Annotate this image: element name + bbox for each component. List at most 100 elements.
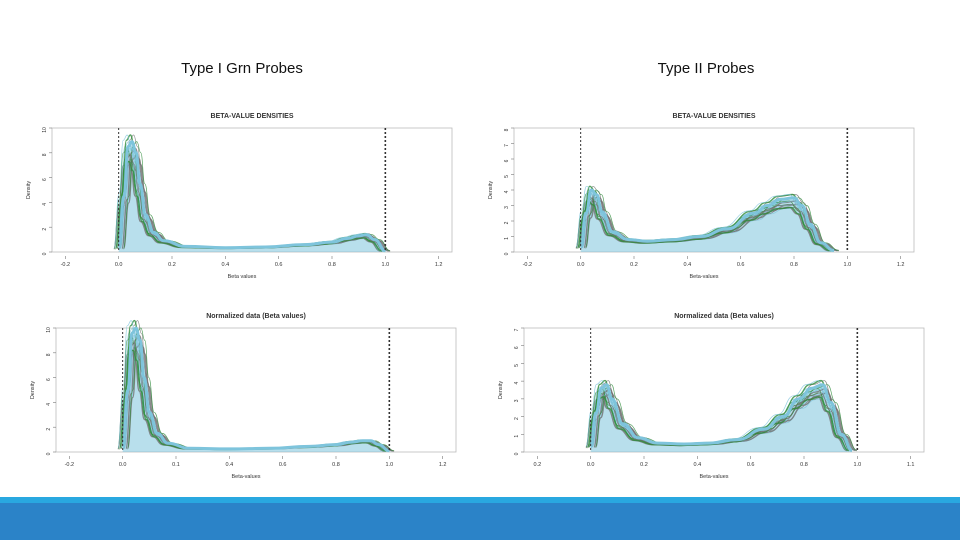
y-tick-label: 8	[42, 153, 48, 156]
y-tick-label: 6	[514, 346, 520, 349]
x-tick-label: -0.2	[61, 262, 70, 268]
y-tick-label: 3	[504, 206, 510, 209]
x-tick-label: 0.4	[694, 462, 702, 468]
chart-title: BETA-VALUE DENSITIES	[211, 113, 294, 120]
density-plot-svg: Normalized data (Beta values) 0 1 2 3 4 5 6 7 0.2…	[498, 313, 925, 480]
x-tick-label: 1.0	[854, 462, 862, 468]
x-tick-label: 1.2	[897, 262, 905, 268]
density-line-main	[121, 326, 390, 453]
y-tick-label: 4	[514, 382, 520, 385]
y-tick-label: 10	[42, 127, 48, 133]
chart-title: Normalized data (Beta values)	[674, 313, 774, 320]
chart-title: BETA-VALUE DENSITIES	[673, 113, 756, 120]
density-line-sample	[120, 319, 388, 452]
x-tick-label: 0.2	[630, 262, 638, 268]
x-tick-label: 0.0	[587, 462, 595, 468]
density-line-main	[589, 383, 853, 452]
density-plot-svg: Normalized data (Beta values) 0 2 4 6 8 10 -0.2…	[30, 313, 457, 480]
x-tick-label: 0.6	[275, 262, 283, 268]
y-tick-label: 0	[514, 452, 520, 455]
density-area	[118, 141, 386, 252]
y-tick-label: 1	[504, 237, 510, 240]
x-tick-label: 1.2	[435, 262, 443, 268]
y-tick-label: 0	[42, 252, 48, 255]
y-tick-label: 2	[42, 228, 48, 231]
x-axis-label: Beta values	[228, 274, 257, 280]
x-tick-label: 0.4	[222, 262, 230, 268]
x-tick-label: 0.0	[577, 262, 585, 268]
density-line-sample	[127, 327, 395, 452]
y-tick-label: 8	[46, 353, 52, 356]
x-tick-label: 0.6	[747, 462, 755, 468]
density-plot-type-ii-normalized: Normalized data (Beta values) 0 1 2 3 4 5 6 7 0.2…	[494, 304, 934, 484]
y-axis-label: Density	[26, 181, 32, 200]
x-axis-label: Beta-values	[231, 474, 260, 480]
y-tick-label: 0	[504, 252, 510, 255]
density-line-sample	[123, 342, 391, 452]
x-tick-label: 0.6	[737, 262, 745, 268]
density-line-sample	[121, 147, 389, 252]
density-area	[122, 328, 390, 452]
y-tick-label: 6	[504, 159, 510, 162]
density-plot-svg: BETA-VALUE DENSITIES 0 2 4 6 8 10 -0.2 0.0 0.2 0.4…	[26, 113, 453, 280]
y-tick-label: 3	[514, 399, 520, 402]
y-axis-label: Density	[30, 381, 36, 400]
density-line-sample	[126, 342, 395, 452]
x-tick-label: 0.8	[790, 262, 798, 268]
y-tick-label: 4	[42, 203, 48, 206]
y-tick-label: 7	[504, 144, 510, 147]
x-tick-label: 0.1	[172, 462, 180, 468]
y-tick-label: 10	[46, 327, 52, 333]
column-title-type-ii: Type II Probes	[657, 60, 755, 77]
x-tick-label: 0.8	[800, 462, 808, 468]
density-plot-type-i-raw: BETA-VALUE DENSITIES 0 2 4 6 8 10 -0.2 0.0 0.2 0.4…	[22, 104, 462, 284]
footer-band	[0, 497, 960, 540]
x-tick-label: 1.0	[382, 262, 390, 268]
column-title-type-i: Type I Grn Probes	[181, 60, 303, 77]
density-line-main	[579, 188, 835, 252]
x-tick-label: 1.0	[844, 262, 852, 268]
y-tick-label: 5	[504, 175, 510, 178]
x-tick-label: -0.2	[65, 462, 74, 468]
x-tick-label: 0.0	[115, 262, 123, 268]
plot-frame	[51, 127, 453, 253]
x-tick-label: -0.2	[523, 262, 532, 268]
y-tick-label: 4	[46, 403, 52, 406]
density-plot-svg: BETA-VALUE DENSITIES 0 1 2 3 4 5 6 7 8 -0.2 0.0 0.2 0…	[488, 113, 915, 280]
x-tick-label: 0.2	[168, 262, 176, 268]
density-line-sample	[125, 334, 393, 452]
y-tick-label: 8	[504, 128, 510, 131]
x-tick-label: 0.0	[119, 462, 127, 468]
footer-accent-strip	[0, 497, 960, 503]
y-tick-label: 4	[504, 190, 510, 193]
density-line-sample	[122, 327, 390, 452]
y-tick-label: 1	[514, 435, 520, 438]
density-line-sample	[123, 320, 391, 452]
y-tick-label: 2	[514, 417, 520, 420]
x-tick-label: 0.6	[279, 462, 287, 468]
x-tick-label: 0.2	[640, 462, 648, 468]
x-tick-label: 0.4	[226, 462, 234, 468]
y-tick-label: 5	[514, 364, 520, 367]
x-tick-label: 0.8	[328, 262, 336, 268]
y-tick-label: 6	[46, 378, 52, 381]
y-tick-label: 7	[514, 328, 520, 331]
x-tick-label: 0.2	[534, 462, 542, 468]
y-axis-label: Density	[488, 181, 494, 200]
density-line-sample	[119, 134, 387, 252]
density-line-sample	[576, 200, 831, 252]
density-line-sample	[123, 141, 391, 252]
density-area	[590, 384, 852, 452]
density-line-main	[117, 140, 386, 253]
y-axis-label: Density	[498, 381, 504, 400]
y-tick-label: 2	[46, 428, 52, 431]
x-tick-label: 1.0	[386, 462, 394, 468]
y-tick-label: 6	[42, 178, 48, 181]
plot-frame	[523, 327, 925, 453]
x-tick-label: 0.4	[684, 262, 692, 268]
y-tick-label: 0	[46, 452, 52, 455]
x-tick-label: 0.8	[332, 462, 340, 468]
x-axis-label: Beta-values	[699, 474, 728, 480]
x-axis-label: Beta-values	[689, 274, 718, 280]
density-plot-type-i-normalized: Normalized data (Beta values) 0 2 4 6 8 10 -0.2…	[26, 304, 466, 484]
